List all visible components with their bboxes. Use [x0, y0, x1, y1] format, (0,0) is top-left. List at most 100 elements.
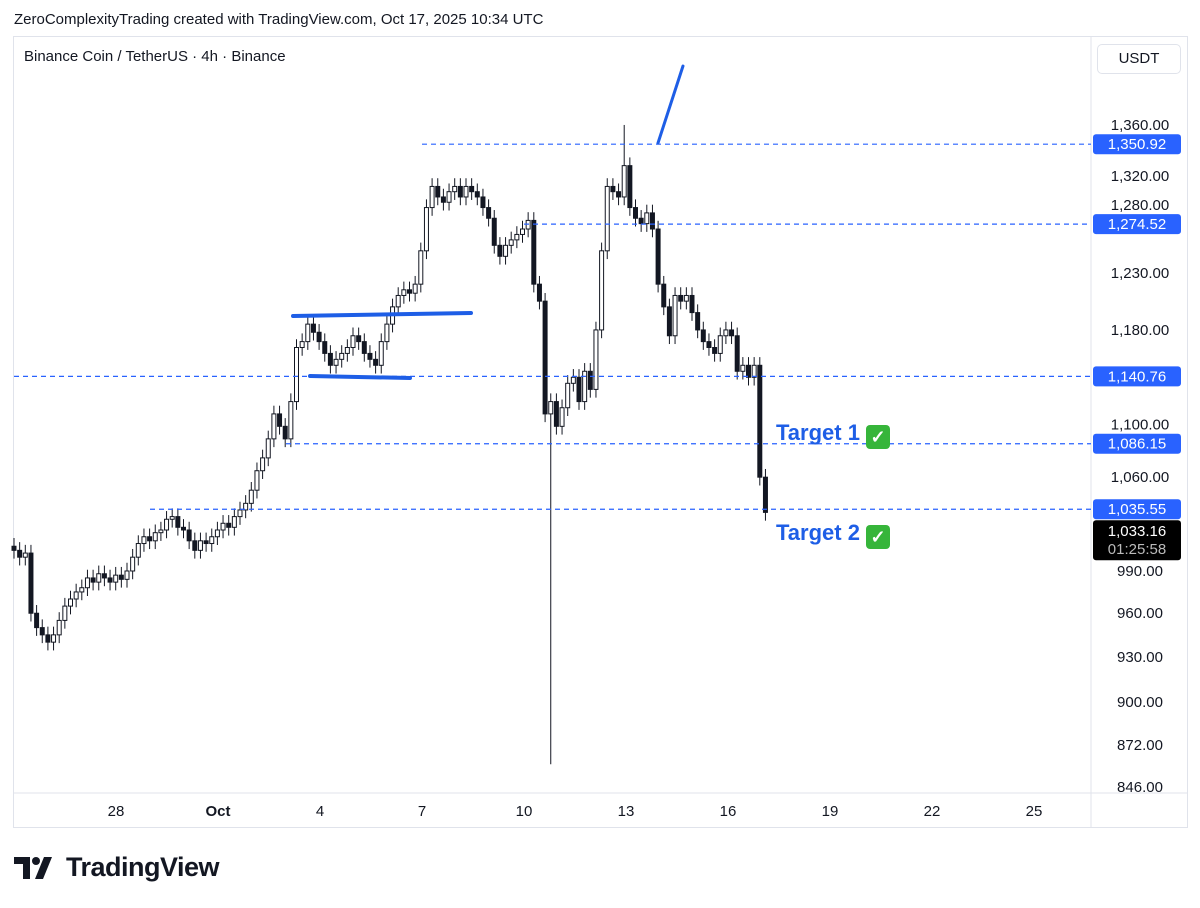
candle-body	[214, 529, 220, 538]
candle-body	[627, 165, 633, 209]
candle-body	[175, 516, 181, 528]
candle-body	[508, 239, 514, 246]
candle-body	[723, 329, 729, 337]
candle-body	[39, 627, 45, 636]
candle-body	[474, 191, 480, 198]
candle-body	[486, 207, 492, 219]
candle-body	[491, 217, 497, 246]
candle-body	[649, 212, 655, 230]
candle-body	[197, 540, 203, 551]
candle-body	[672, 294, 678, 337]
last-price-label: 1,033.16	[1108, 523, 1166, 540]
candle-body	[45, 634, 51, 643]
price-tick-label: 1,320.00	[1111, 168, 1169, 185]
candle-body	[288, 401, 294, 440]
candle-body	[746, 364, 751, 378]
candle-body	[181, 526, 186, 531]
chart-credit: ZeroComplexityTrading created with Tradi…	[14, 11, 544, 28]
candle-body	[452, 185, 458, 193]
candle-body	[621, 165, 627, 198]
symbol-title[interactable]: Binance Coin / TetherUS · 4h · Binance	[24, 48, 286, 65]
candle-body	[514, 233, 520, 241]
candle-body	[265, 438, 271, 459]
candle-body	[373, 358, 379, 366]
candle-body	[435, 185, 441, 198]
candle-body	[56, 619, 62, 636]
candle-body	[34, 612, 40, 629]
candle-body	[740, 364, 746, 372]
candle-body	[299, 341, 305, 349]
candle-body	[378, 341, 384, 366]
candle-body	[661, 283, 667, 308]
candle-body	[644, 212, 650, 225]
candle-body	[582, 370, 588, 403]
time-tick-label: 13	[618, 803, 635, 820]
candle-body	[593, 329, 599, 390]
candle-body	[158, 529, 164, 534]
candle-body	[762, 476, 768, 513]
candle-body	[192, 540, 198, 551]
level-price-label: 1,140.76	[1108, 368, 1166, 385]
level-price-badge	[1093, 499, 1181, 520]
level-price-badge	[1093, 134, 1181, 155]
candle-body	[712, 347, 718, 354]
candle-body	[395, 294, 401, 308]
candle-body	[124, 570, 130, 580]
candle-body	[536, 283, 542, 302]
candle-body	[79, 587, 85, 593]
candle-body	[118, 574, 124, 580]
candle-body	[84, 577, 90, 589]
candle-body	[531, 219, 537, 285]
candle-countdown-label: 01:25:58	[1108, 541, 1166, 558]
candle-body	[559, 407, 565, 427]
drawn-curve-line	[656, 64, 685, 145]
candle-body	[446, 191, 452, 203]
price-tick-label: 1,060.00	[1111, 469, 1169, 486]
candle-body	[548, 401, 554, 415]
price-tick-label: 1,280.00	[1111, 197, 1169, 214]
candle-body	[497, 244, 503, 257]
price-tick-label: 990.00	[1117, 563, 1163, 580]
candle-body	[130, 556, 136, 572]
candle-body	[576, 376, 582, 403]
price-tick-label: 846.00	[1117, 779, 1163, 796]
currency-unit-button[interactable]: USDT	[1097, 44, 1181, 74]
time-tick-label: 25	[1026, 803, 1043, 820]
candle-body	[570, 376, 576, 384]
time-tick-label: Oct	[205, 803, 230, 820]
candle-body	[520, 228, 525, 235]
drawn-support-line	[308, 374, 412, 380]
target-label-text: Target 1	[776, 420, 860, 445]
price-tick-label: 1,100.00	[1111, 417, 1169, 434]
candle-body	[700, 329, 706, 343]
level-price-label: 1,350.92	[1108, 136, 1166, 153]
candle-body	[22, 552, 28, 558]
candle-body	[305, 323, 311, 343]
candle-body	[310, 323, 316, 333]
candle-body	[480, 196, 486, 209]
candle-body	[706, 341, 712, 349]
candle-body	[51, 634, 57, 643]
level-price-label: 1,274.52	[1108, 216, 1166, 233]
price-tick-label: 872.00	[1117, 737, 1163, 754]
candle-body	[407, 289, 412, 294]
candle-body	[96, 573, 102, 583]
candle-body	[695, 312, 701, 331]
candle-body	[260, 457, 266, 472]
tradingview-logo[interactable]: TradingView	[14, 852, 220, 883]
level-price-badge	[1093, 366, 1181, 387]
candle-body	[203, 540, 209, 545]
level-price-badge	[1093, 214, 1181, 235]
candle-body	[356, 335, 362, 343]
candle-body	[633, 207, 638, 219]
candle-body	[429, 185, 435, 209]
candle-body	[62, 605, 68, 621]
candle-body	[655, 228, 661, 285]
candle-body	[243, 502, 249, 511]
candle-body	[327, 352, 333, 366]
candle-body	[344, 347, 350, 354]
target-1-label: Target 1 ✓	[776, 420, 891, 449]
candle-body	[457, 185, 463, 198]
candle-body	[678, 294, 684, 302]
